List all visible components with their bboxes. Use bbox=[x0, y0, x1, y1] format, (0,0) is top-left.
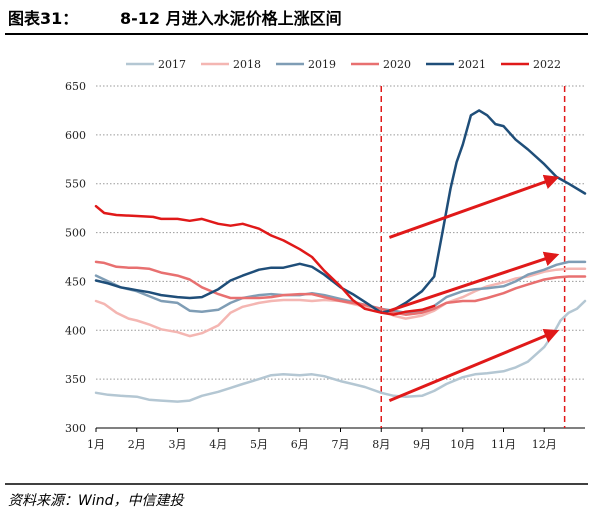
x-tick-label: 10月 bbox=[450, 438, 475, 451]
legend-label-2019: 2019 bbox=[308, 58, 336, 71]
y-tick-label: 600 bbox=[65, 129, 86, 142]
y-tick-label: 400 bbox=[65, 324, 86, 337]
x-tick-label: 6月 bbox=[291, 438, 309, 451]
x-tick-label: 2月 bbox=[128, 438, 146, 451]
x-tick-label: 9月 bbox=[413, 438, 431, 451]
x-tick-label: 12月 bbox=[532, 438, 557, 451]
trend-arrow bbox=[388, 174, 560, 239]
series-line-2017 bbox=[94, 299, 587, 403]
y-tick-label: 350 bbox=[65, 373, 86, 386]
y-tick-label: 300 bbox=[65, 422, 86, 435]
annotation-arrows bbox=[388, 174, 560, 403]
series-group bbox=[94, 109, 587, 403]
x-tick-label: 7月 bbox=[332, 438, 350, 451]
chart-title: 8-12 月进入水泥价格上涨区间 bbox=[120, 9, 342, 28]
legend-label-2020: 2020 bbox=[383, 58, 411, 71]
y-tick-label: 500 bbox=[65, 227, 86, 240]
figure-label: 图表31： bbox=[8, 9, 78, 28]
y-axis-ticks: 300 350 400 450 500 550 600 650 bbox=[65, 80, 86, 435]
x-tick-label: 8月 bbox=[372, 438, 390, 451]
highlight-region bbox=[380, 86, 566, 428]
x-tick-label: 3月 bbox=[169, 438, 187, 451]
y-tick-label: 550 bbox=[65, 178, 86, 191]
legend-label-2021: 2021 bbox=[458, 58, 486, 71]
trend-arrow bbox=[388, 328, 560, 403]
legend-label-2018: 2018 bbox=[233, 58, 261, 71]
series-line-2021 bbox=[94, 109, 587, 314]
source-note: 资料来源：Wind，中信建投 bbox=[8, 493, 185, 509]
x-tick-label: 11月 bbox=[491, 438, 516, 451]
gridlines bbox=[96, 85, 585, 380]
series-line-2019 bbox=[94, 260, 587, 314]
y-tick-label: 650 bbox=[65, 80, 86, 93]
legend: 2017 2018 2019 2020 2021 2022 bbox=[126, 58, 561, 71]
legend-label-2017: 2017 bbox=[158, 58, 186, 71]
x-axis-ticks: 1月 2月 3月 4月 5月 6月 7月 8月 9月 10月 11月 12月 bbox=[87, 428, 557, 451]
x-tick-label: 5月 bbox=[250, 438, 268, 451]
series-line-2018 bbox=[94, 267, 587, 338]
series-line-2022 bbox=[94, 204, 436, 316]
x-tick-label: 1月 bbox=[87, 438, 105, 451]
legend-label-2022: 2022 bbox=[533, 58, 561, 71]
series-line-2020 bbox=[94, 260, 587, 316]
trend-arrow bbox=[388, 251, 560, 313]
y-tick-label: 450 bbox=[65, 275, 86, 288]
x-tick-label: 4月 bbox=[209, 438, 227, 451]
